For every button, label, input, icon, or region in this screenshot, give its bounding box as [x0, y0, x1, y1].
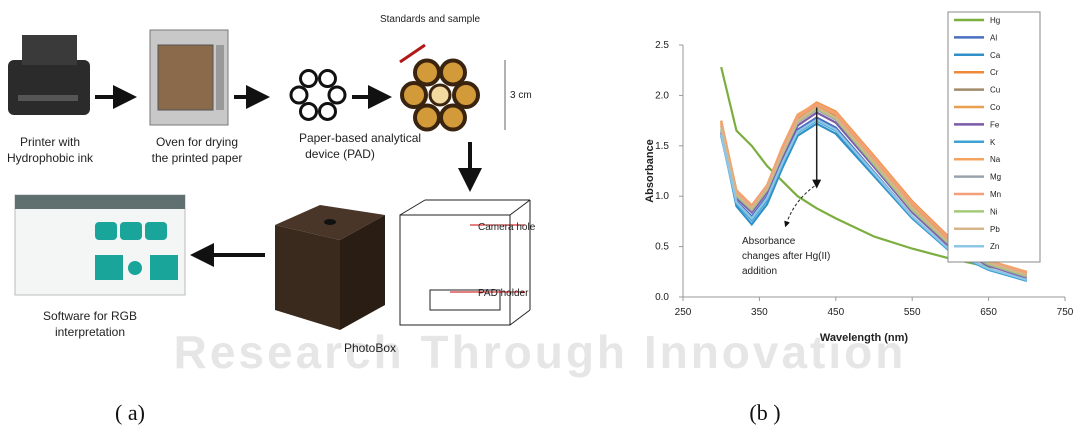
pad-zone — [320, 103, 336, 119]
legend-label: Na — [990, 155, 1001, 164]
x-tick-label: 650 — [980, 307, 997, 318]
x-axis-label: Wavelength (nm) — [820, 332, 909, 344]
pad-device-colored — [402, 60, 478, 129]
pad-zone — [329, 87, 345, 103]
legend-label: Cu — [990, 86, 1000, 95]
annotation: addition — [742, 266, 777, 277]
x-tick-label: 350 — [751, 307, 768, 318]
pad-zone — [415, 60, 439, 84]
sample-label: Standards and sample — [380, 14, 481, 25]
legend-label: Mg — [990, 173, 1001, 182]
annotation: Absorbance — [742, 236, 796, 247]
photobox-label: PhotoBox — [344, 341, 396, 355]
legend-label: Al — [990, 33, 997, 42]
pad-zone — [441, 60, 465, 84]
camera-hole-label: Camera hole — [478, 222, 536, 233]
annotation: changes after Hg(II) — [742, 251, 830, 262]
legend-label: Co — [990, 103, 1001, 112]
x-tick-label: 550 — [904, 307, 921, 318]
legend-label: Ca — [990, 51, 1001, 60]
photobox-schematic — [400, 200, 530, 325]
chart: 0.0 0.5 1.0 1.5 2.0 2.5 250 350 450 550 650 750 Wave… — [644, 12, 1074, 344]
oven-icon — [150, 30, 228, 125]
caption-a: ( a) — [115, 400, 145, 425]
y-tick-label: 1.5 — [655, 141, 669, 152]
y-tick-label: 2.0 — [655, 90, 669, 101]
x-tick-label: 250 — [675, 307, 692, 318]
pad-zone — [291, 87, 307, 103]
y-tick-label: 0.0 — [655, 292, 669, 303]
legend-label: K — [990, 138, 996, 147]
pad-device — [291, 71, 345, 120]
legend-label: Fe — [990, 120, 1000, 129]
printer-icon — [8, 35, 90, 115]
pad-zone — [415, 106, 439, 130]
pad-zone — [320, 71, 336, 87]
size-label: 3 cm — [510, 90, 532, 101]
pad-center — [430, 85, 450, 105]
pipette — [400, 45, 425, 62]
legend-label: Pb — [990, 225, 1000, 234]
photobox-icon — [275, 205, 385, 330]
figure: Research Through Innovation — [0, 0, 1081, 430]
pad-zone — [441, 106, 465, 130]
y-tick-label: 0.5 — [655, 242, 669, 253]
legend-label: Hg — [990, 16, 1000, 25]
x-tick-label: 750 — [1057, 307, 1074, 318]
pad-zone — [301, 71, 317, 87]
watermark: Research Through Innovation — [174, 326, 907, 378]
pad-zone — [402, 83, 426, 107]
pad-zone — [454, 83, 478, 107]
legend-label: Zn — [990, 242, 999, 251]
y-tick-label: 1.0 — [655, 191, 669, 202]
legend-label: Ni — [990, 207, 998, 216]
pad-zone — [301, 103, 317, 119]
y-axis-label: Absorbance — [644, 139, 656, 203]
y-tick-label: 2.5 — [655, 40, 669, 51]
caption-b: (b ) — [749, 400, 780, 425]
legend-label: Cr — [990, 68, 999, 77]
x-tick-label: 450 — [827, 307, 844, 318]
software-screenshot — [15, 195, 185, 295]
pad-holder-label: PAD holder — [478, 288, 529, 299]
legend-label: Mn — [990, 190, 1001, 199]
